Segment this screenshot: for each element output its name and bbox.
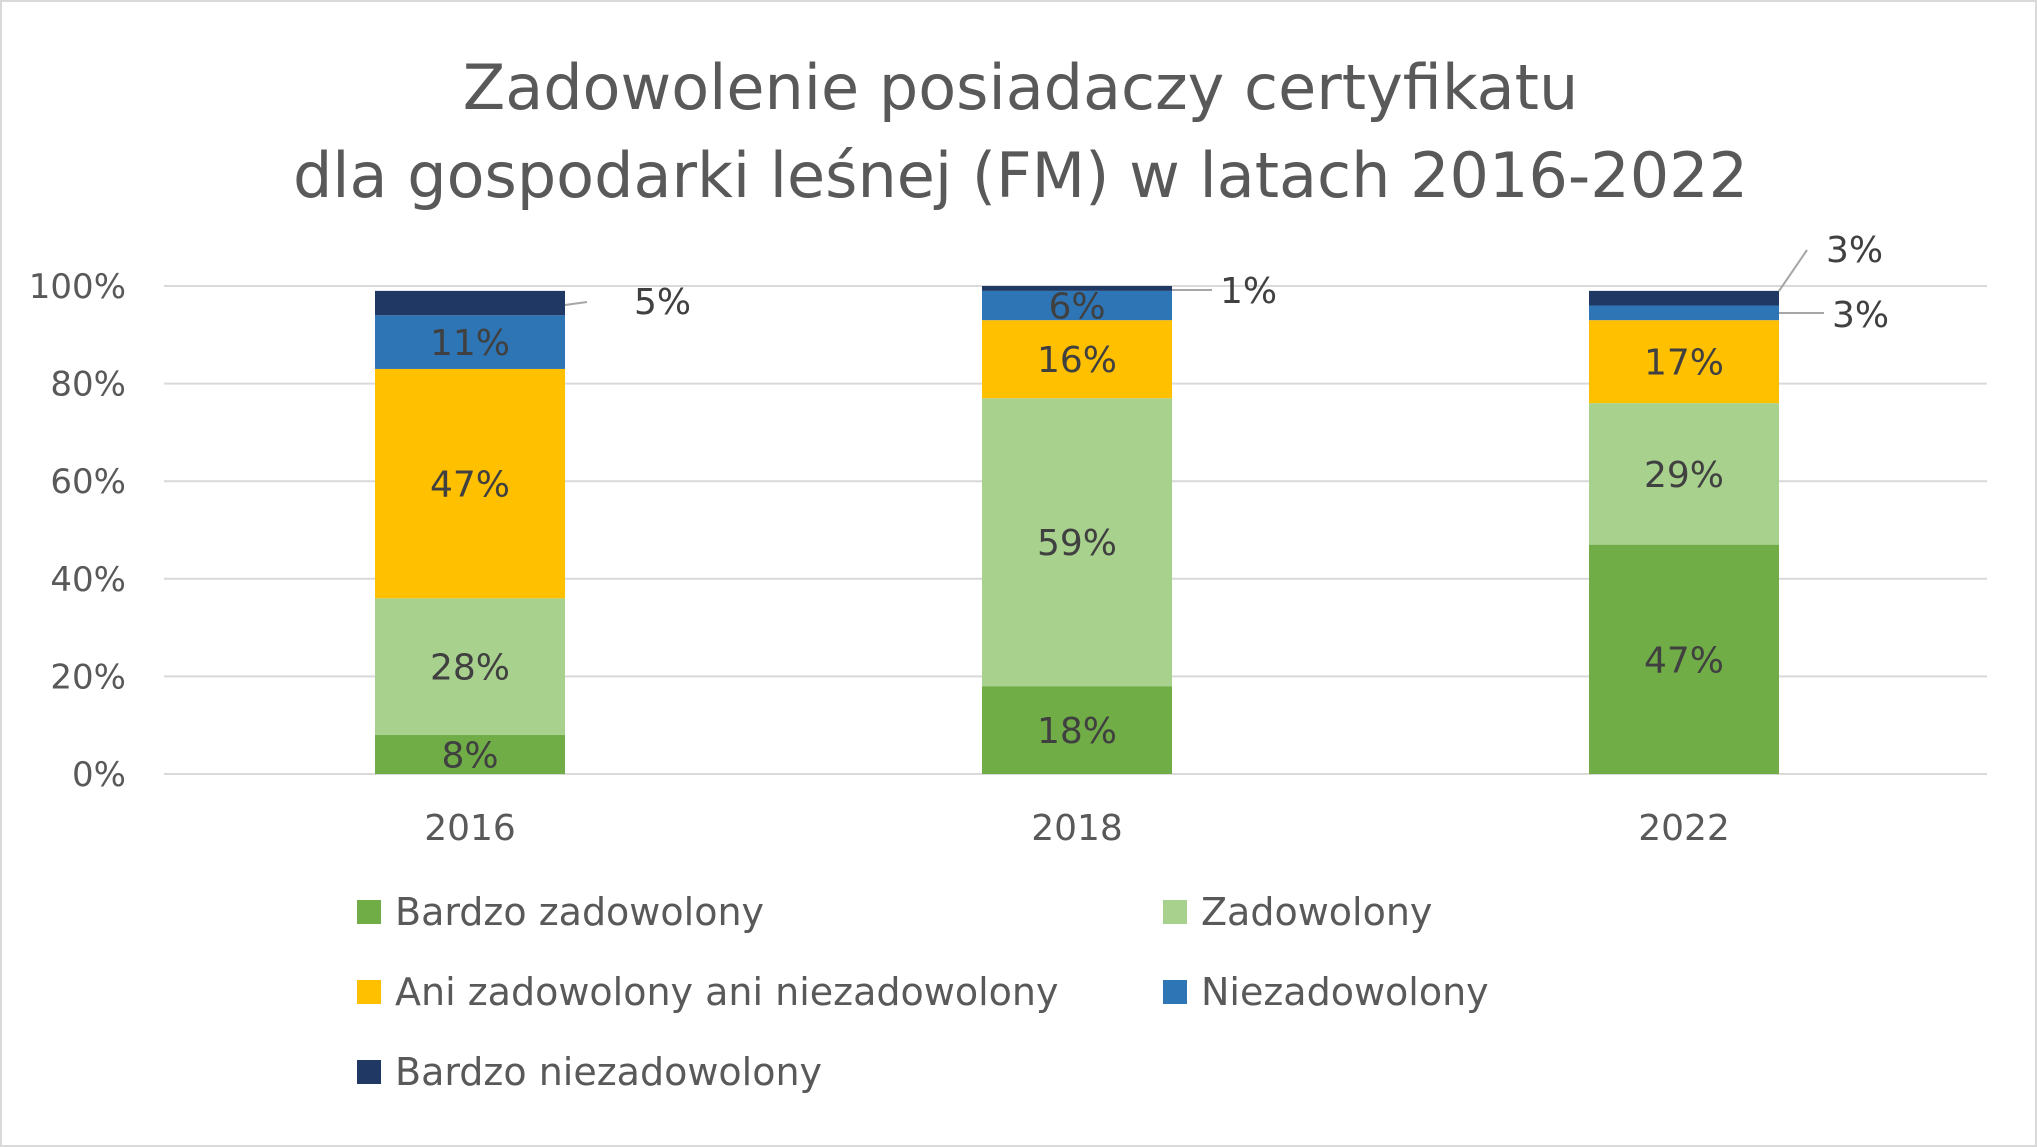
data-label: 1%: [1220, 271, 1277, 312]
legend-swatch: [1163, 980, 1187, 1004]
bar-segment: [982, 398, 1172, 687]
legend-label: Ani zadowolony ani niezadowolony: [395, 970, 1059, 1014]
data-label: 6%: [1048, 287, 1105, 328]
bar-segment: [1589, 403, 1779, 545]
y-tick-label: 20%: [50, 657, 126, 697]
legend-label: Bardzo zadowolony: [395, 890, 765, 934]
legend-swatch: [357, 900, 381, 924]
bar-segment: [375, 368, 565, 599]
bar-segment: [982, 290, 1172, 321]
bar-segment: [1589, 544, 1779, 774]
bar-segment: [375, 315, 565, 369]
legend-item: Bardzo zadowolony: [357, 890, 764, 934]
y-tick-label: 100%: [29, 267, 126, 307]
legend-swatch: [1163, 900, 1187, 924]
data-label: 8%: [441, 735, 498, 776]
legend-swatch: [357, 980, 381, 1004]
legend-item: Niezadowolony: [1163, 970, 1489, 1014]
chart-title: Zadowolenie posiadaczy certyfikatu dla g…: [2, 44, 2037, 220]
x-tick-label: 2016: [424, 808, 516, 849]
chart-title-line-1: Zadowolenie posiadaczy certyfikatu: [462, 51, 1579, 124]
legend-label: Bardzo niezadowolony: [395, 1050, 823, 1094]
legend-swatch: [357, 1060, 381, 1084]
y-tick-label: 80%: [50, 365, 126, 405]
x-tick-label: 2022: [1638, 808, 1730, 849]
data-label: 29%: [1644, 455, 1724, 496]
bar-segment: [1589, 305, 1779, 321]
leader-line: [1778, 249, 1808, 292]
legend-item: Ani zadowolony ani niezadowolony: [357, 970, 1058, 1014]
data-label: 28%: [430, 648, 510, 689]
legend: Bardzo zadowolony Zadowolony Ani zadowolon…: [357, 890, 1657, 1130]
bar-segment: [1589, 290, 1779, 306]
bar-segment: [375, 598, 565, 735]
data-label: 11%: [430, 323, 510, 364]
bar-segment: [982, 320, 1172, 399]
y-tick-label: 0%: [72, 755, 126, 795]
data-label: 47%: [1644, 640, 1724, 681]
bar-segment: [982, 686, 1172, 774]
y-tick-label: 40%: [50, 560, 126, 600]
bar-segment: [982, 286, 1172, 291]
data-label: 3%: [1826, 230, 1883, 271]
y-tick-label: 60%: [50, 462, 126, 502]
legend-item: Bardzo niezadowolony: [357, 1050, 822, 1094]
bar-segment: [375, 290, 565, 316]
data-label: 5%: [634, 282, 691, 323]
data-label: 59%: [1037, 523, 1117, 564]
data-label: 18%: [1037, 711, 1117, 752]
legend-label: Zadowolony: [1201, 890, 1433, 934]
x-tick-label: 2018: [1031, 808, 1123, 849]
data-label: 3%: [1832, 295, 1889, 336]
data-label: 17%: [1644, 343, 1724, 384]
bar-segment: [1589, 320, 1779, 404]
data-label: 47%: [430, 465, 510, 506]
legend-label: Niezadowolony: [1201, 970, 1489, 1014]
legend-item: Zadowolony: [1163, 890, 1432, 934]
bar-segment: [375, 734, 565, 774]
chart-title-line-2: dla gospodarki leśnej (FM) w latach 2016…: [292, 139, 1749, 212]
leader-line: [564, 301, 588, 306]
data-label: 16%: [1037, 340, 1117, 381]
